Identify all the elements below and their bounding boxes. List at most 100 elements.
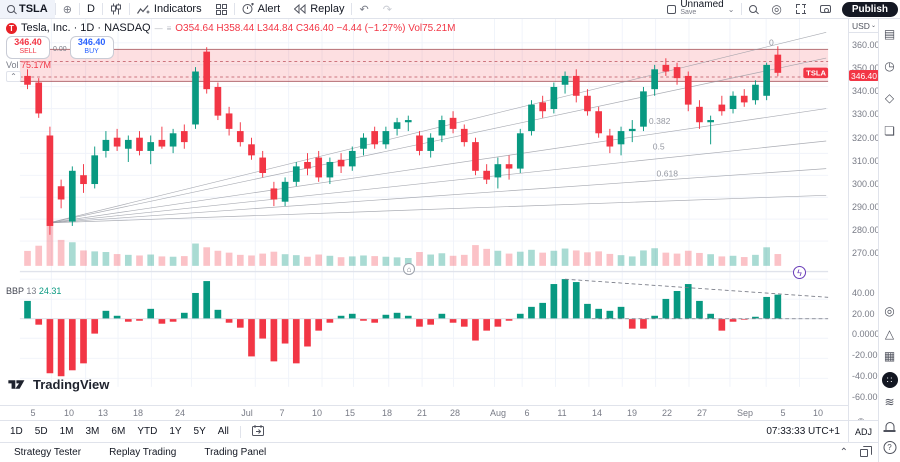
volume-bar: [449, 255, 457, 266]
fib-fan-line[interactable]: [48, 108, 827, 224]
apps-icon[interactable]: ∷: [881, 372, 898, 388]
publish-button[interactable]: Publish: [841, 1, 898, 17]
time-axis[interactable]: 5 10 13 18 24 Jul 7 10 15 18 21 28 Aug 6 11 14 19 22 27 Sep…: [0, 405, 848, 420]
last-price-tag: 346.40: [849, 70, 879, 81]
bbp-bar: [595, 308, 602, 319]
snapshot-button[interactable]: [813, 0, 838, 18]
volume-bar: [259, 253, 267, 266]
prism-icon[interactable]: △: [884, 327, 895, 341]
timeframe-button-1m[interactable]: 1M: [59, 426, 74, 437]
fib-fan-line[interactable]: [48, 32, 827, 224]
panel-expand-icon[interactable]: ⌃: [839, 447, 848, 458]
fib-fan-line[interactable]: [48, 194, 827, 224]
tab-strategy-tester[interactable]: Strategy Tester: [14, 447, 82, 458]
fib-fan-line[interactable]: [48, 168, 827, 224]
target-icon: ◎: [771, 2, 782, 16]
timeframe-button-6m[interactable]: 6M: [111, 426, 126, 437]
fib-fan-line[interactable]: [48, 57, 827, 224]
timeframe-button-5y[interactable]: 5Y: [193, 426, 206, 437]
price-axis[interactable]: USD ⌄ ◉ 360.00350.00340.00330.00320.0031…: [848, 19, 880, 426]
tab-trading-panel[interactable]: Trading Panel: [204, 447, 267, 458]
candle-body: [304, 161, 311, 169]
chat-icon[interactable]: ❏: [884, 124, 895, 138]
interval-label: D: [86, 3, 95, 15]
symbol-search-button[interactable]: TSLA: [0, 0, 55, 18]
bbp-bar: [516, 313, 524, 319]
redo-button[interactable]: ↷: [376, 0, 399, 18]
volume-bar: [752, 254, 759, 266]
candle-body: [404, 120, 412, 123]
timeframe-button-3m[interactable]: 3M: [85, 426, 100, 437]
bbp-bar: [752, 316, 759, 319]
help-icon[interactable]: ?: [883, 441, 896, 454]
timeframe-button-ytd[interactable]: YTD: [137, 426, 158, 437]
chart-canvas[interactable]: 0 0.382 0.5 0.618 TSLA: [0, 19, 848, 405]
bbp-bar: [505, 318, 513, 321]
volume-bar: [673, 253, 681, 266]
time-axis-label: 21: [416, 408, 428, 418]
price-axis-label: -40.00: [852, 370, 878, 381]
ideas-icon[interactable]: ◎: [884, 304, 895, 318]
quick-search-button[interactable]: [742, 0, 764, 18]
candle-body: [225, 113, 233, 129]
undo-button[interactable]: ↶: [352, 0, 375, 18]
timeframe-button-1d[interactable]: 1D: [10, 426, 23, 437]
interval-button[interactable]: D: [80, 0, 102, 18]
time-axis-label: Aug: [489, 408, 507, 418]
currency-selector[interactable]: USD ⌄: [849, 19, 879, 33]
symbol-search-label: TSLA: [19, 3, 48, 15]
object-tree-icon[interactable]: ◇: [884, 91, 895, 105]
undo-icon: ↶: [359, 3, 369, 16]
ticker-tag: [803, 67, 829, 79]
bbp-bar: [472, 318, 479, 341]
chart-style-button[interactable]: [103, 0, 129, 18]
volume-bar: [696, 252, 703, 266]
timeframe-button-all[interactable]: All: [217, 426, 229, 437]
pane-collapse-button[interactable]: ⌃: [6, 71, 21, 82]
fullscreen-button[interactable]: [789, 0, 813, 18]
layout-select-button[interactable]: Unnamed Save ⌄: [660, 0, 741, 18]
compare-add-button[interactable]: ⊕: [56, 0, 79, 18]
buy-button[interactable]: 346.40 BUY: [69, 36, 114, 59]
supply-zone-band[interactable]: [19, 49, 829, 82]
calendar-arrow-icon: [251, 424, 264, 436]
replay-button[interactable]: Replay: [287, 0, 351, 18]
bbp-trendline[interactable]: [565, 278, 829, 298]
watchlist-icon[interactable]: ▤: [883, 27, 896, 41]
instant-trade-bolt-icon[interactable]: ϟ: [793, 266, 806, 279]
alert-button[interactable]: Alert: [235, 0, 288, 18]
clock-timezone[interactable]: 07:33:33 UTC+1: [766, 426, 840, 437]
time-axis-label: 28: [449, 408, 461, 418]
indicators-button[interactable]: Indicators: [130, 0, 209, 18]
volume-bar: [113, 254, 121, 266]
time-axis-label: 5: [780, 408, 786, 418]
chart-pane[interactable]: 0 0.382 0.5 0.618 TSLA T Tesla, Inc. · 1D · …: [0, 19, 848, 405]
volume-bar: [225, 252, 233, 266]
fib-fan-line[interactable]: [48, 140, 827, 224]
sell-button[interactable]: 346.40 SELL: [6, 36, 50, 59]
streams-icon[interactable]: ≋: [884, 395, 895, 409]
notifications-bell-icon[interactable]: [883, 420, 896, 432]
go-to-date-button[interactable]: [247, 423, 269, 441]
candle-body: [326, 161, 334, 178]
shield-badge-icon[interactable]: ⌂: [403, 263, 415, 275]
bbp-bar: [416, 318, 423, 327]
alerts-clock-icon[interactable]: ◷: [884, 59, 895, 73]
timeframe-button-5d[interactable]: 5D: [34, 426, 48, 437]
bbp-bar: [561, 279, 569, 319]
candle-body: [158, 139, 166, 147]
grid-layout-button[interactable]: [209, 0, 234, 18]
bbp-bar: [438, 313, 446, 319]
panel-restore-icon[interactable]: [860, 445, 872, 457]
fib-fan-label: 0: [769, 38, 774, 48]
tab-replay-trading[interactable]: Replay Trading: [109, 447, 177, 458]
price-axis-label: 290.00: [852, 201, 880, 212]
calendar-icon[interactable]: ▦: [883, 349, 896, 363]
adj-toggle[interactable]: ADJ: [848, 421, 878, 442]
fib-fan-label: 0.382: [649, 116, 671, 126]
timeframe-button-1y[interactable]: 1Y: [169, 426, 182, 437]
bbp-bar: [528, 306, 535, 319]
time-axis-label: 13: [97, 408, 109, 418]
indicators-icon: [136, 4, 150, 14]
chart-properties-button[interactable]: ◎: [764, 0, 788, 18]
